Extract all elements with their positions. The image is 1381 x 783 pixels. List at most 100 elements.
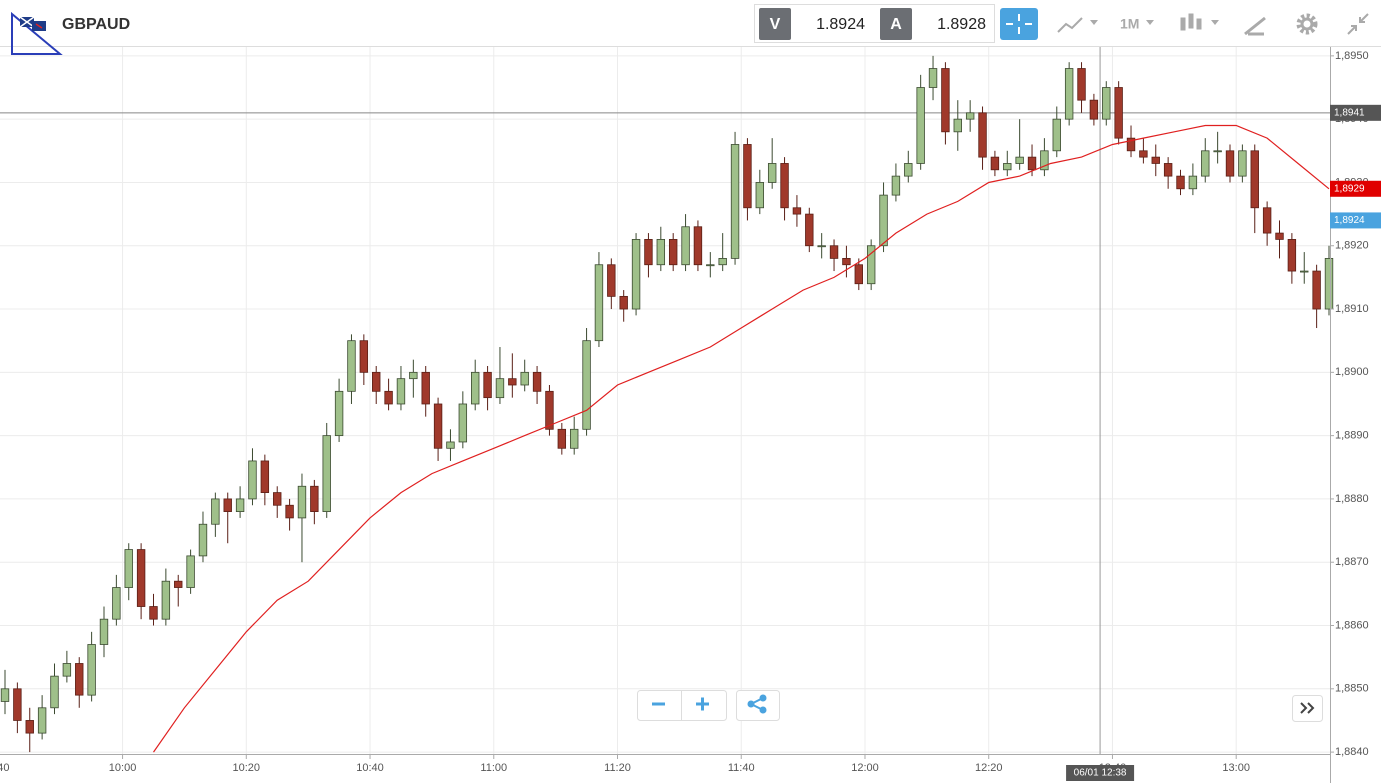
candle-body [136, 549, 146, 607]
candle-body [1040, 150, 1049, 171]
crosshair-time-label: 06/01 12:38 [1074, 768, 1127, 779]
crosshair-time-tag [1066, 765, 1135, 781]
candle-body [25, 720, 34, 734]
share-button[interactable] [736, 690, 780, 721]
ask-price: 1.8928 [937, 16, 986, 33]
candle-body [1089, 99, 1099, 120]
candle-type-button[interactable] [1180, 13, 1219, 31]
y-tick-label: 1,8900 [1335, 366, 1369, 378]
candle-body [656, 239, 666, 266]
candle-body [767, 163, 777, 183]
timeframe[interactable]: 1M [1120, 16, 1139, 32]
x-tick-label: 9:40 [0, 762, 10, 774]
candle-body [582, 340, 591, 430]
candle-body [149, 606, 158, 620]
settings-button[interactable] [1296, 13, 1318, 35]
candle-body [508, 378, 517, 386]
candle-body [1176, 175, 1185, 190]
candle-body [928, 68, 938, 88]
candle-body [520, 371, 529, 386]
candle-body [384, 390, 393, 405]
bid-label: V [770, 16, 781, 33]
y-tick-label: 1,8870 [1335, 556, 1369, 568]
candle-body [1077, 68, 1086, 101]
candle-body [866, 245, 876, 285]
candle-body [1064, 68, 1074, 120]
candle-body [842, 258, 851, 266]
candle-body [223, 498, 232, 512]
timeframe-caret [1146, 20, 1154, 25]
candle-body [545, 390, 554, 430]
y-tick-label: 1,8850 [1335, 683, 1369, 695]
collapse-button[interactable] [1347, 13, 1369, 35]
candle-body [112, 587, 121, 620]
candle-body [904, 163, 913, 177]
y-tick-label: 1,8880 [1335, 493, 1369, 505]
candle-body [0, 688, 10, 702]
candle-body [891, 175, 901, 196]
candle-body [743, 144, 752, 209]
candle-body [1163, 163, 1173, 177]
candle-body [879, 194, 888, 247]
y-tick-label: 1,8950 [1335, 50, 1369, 62]
y-tick-label: 1,8910 [1335, 303, 1369, 315]
ask-badge[interactable] [880, 8, 912, 40]
x-tick-label: 10:00 [109, 762, 137, 774]
candle-body [273, 492, 282, 506]
y-tick-label: 1,8840 [1335, 746, 1369, 758]
ask-label: A [890, 16, 902, 33]
candle-body [495, 378, 505, 399]
candle-body [433, 403, 443, 449]
candle-body [755, 182, 765, 209]
candle-body [631, 239, 641, 310]
candle-body [1151, 156, 1160, 164]
candle-body [1238, 150, 1247, 177]
bid-badge[interactable] [759, 8, 791, 40]
symbol: GBPAUD [62, 16, 130, 33]
candle-body [619, 295, 628, 310]
candle-body [99, 618, 109, 645]
candle-body [322, 435, 331, 512]
candle-body [854, 264, 863, 285]
price-tag [1330, 212, 1381, 229]
x-tick-label: 12:20 [975, 762, 1003, 774]
candle-body [334, 390, 344, 437]
draw-button[interactable] [1244, 16, 1266, 36]
quote-box [754, 4, 995, 43]
bid-price: 1.8924 [816, 16, 865, 33]
candle-body [990, 156, 1000, 171]
plot-area [0, 47, 1334, 754]
scroll-end-button[interactable] [1292, 695, 1323, 722]
candle-body [805, 213, 814, 247]
candle-body [594, 264, 604, 342]
candle-body [260, 460, 270, 493]
candle-body [1225, 150, 1235, 177]
candle-body [706, 264, 715, 267]
candle-body [310, 485, 319, 512]
candle-body [965, 112, 975, 120]
candle-body [978, 112, 987, 158]
candle-body [1213, 150, 1222, 153]
candle-body [1052, 118, 1061, 152]
zoom-in-button[interactable] [696, 697, 709, 711]
candle-body [297, 485, 307, 519]
candle-body [285, 504, 294, 519]
candle-body [50, 675, 59, 709]
y-tick-label: 1,8920 [1335, 240, 1369, 252]
candle-body [174, 580, 183, 588]
candle-body [792, 207, 802, 215]
candle-body [359, 340, 369, 373]
crosshair-button[interactable] [1000, 8, 1038, 40]
crosshair-price-tag-label: 1,8941 [1334, 107, 1365, 118]
candles [0, 55, 1334, 753]
candle-body [186, 555, 195, 588]
candle-body [693, 226, 703, 266]
chart-type-button[interactable] [1057, 17, 1098, 33]
candle-body [681, 226, 690, 266]
candle-body [1262, 207, 1272, 234]
x-tick-label: 11:00 [480, 762, 507, 774]
moving-average [153, 124, 1330, 753]
candle-body [248, 460, 257, 500]
